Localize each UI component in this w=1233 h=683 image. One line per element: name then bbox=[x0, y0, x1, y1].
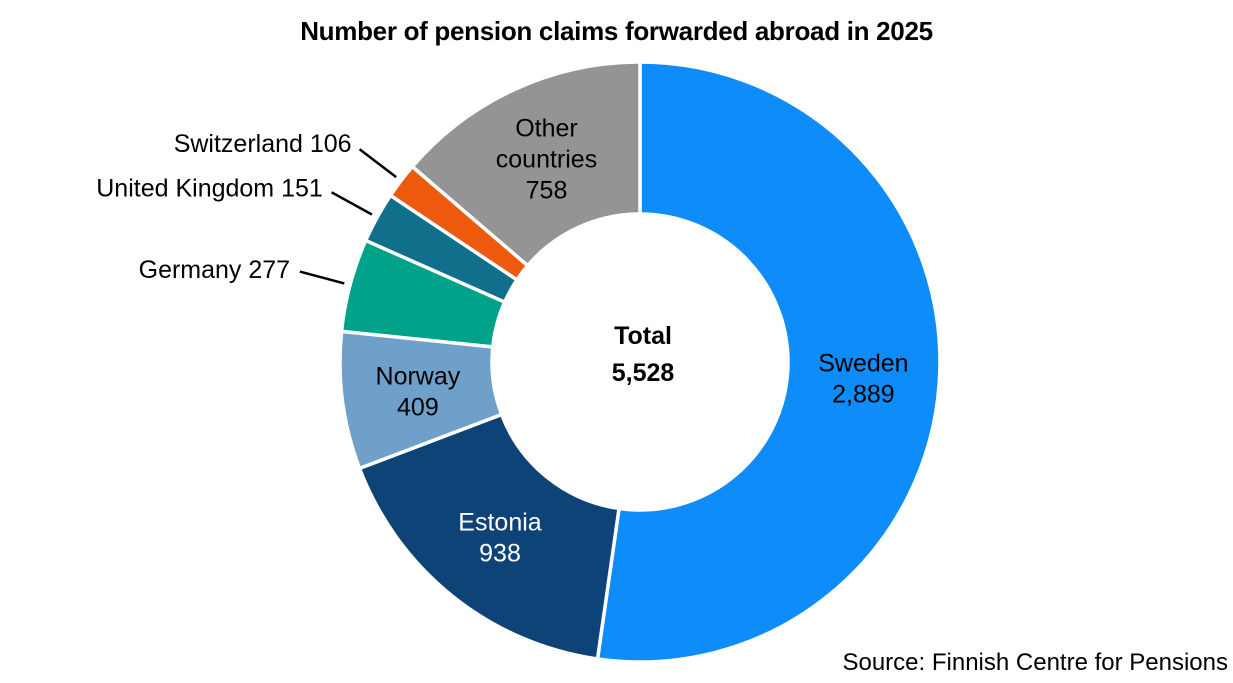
leader-line-switzerland bbox=[358, 148, 397, 179]
leader-line-united-kingdom bbox=[330, 191, 373, 216]
slice-estonia bbox=[357, 412, 621, 661]
total-value: 5,528 bbox=[611, 359, 675, 387]
slice-sweden bbox=[595, 60, 942, 664]
chart-title: Number of pension claims forwarded abroa… bbox=[300, 16, 933, 46]
total-label: Total bbox=[614, 322, 672, 350]
slice-label-sweden: Sweden 2,889 bbox=[818, 349, 908, 408]
callout-label-switzerland: Switzerland 106 bbox=[174, 130, 352, 158]
source-note: Source: Finnish Centre for Pensions bbox=[842, 649, 1228, 676]
donut-center-label: Total 5,528 bbox=[612, 318, 675, 392]
slice-label-norway: Norway 409 bbox=[376, 363, 461, 422]
slice-label-estonia: Estonia 938 bbox=[458, 508, 541, 567]
callout-label-germany: Germany 277 bbox=[139, 256, 290, 284]
leader-line-germany bbox=[299, 270, 345, 285]
slice-other-countries bbox=[410, 60, 642, 268]
slice-label-other-countries: Other countries 758 bbox=[496, 115, 597, 205]
callout-label-united-kingdom: United Kingdom 151 bbox=[96, 175, 323, 203]
